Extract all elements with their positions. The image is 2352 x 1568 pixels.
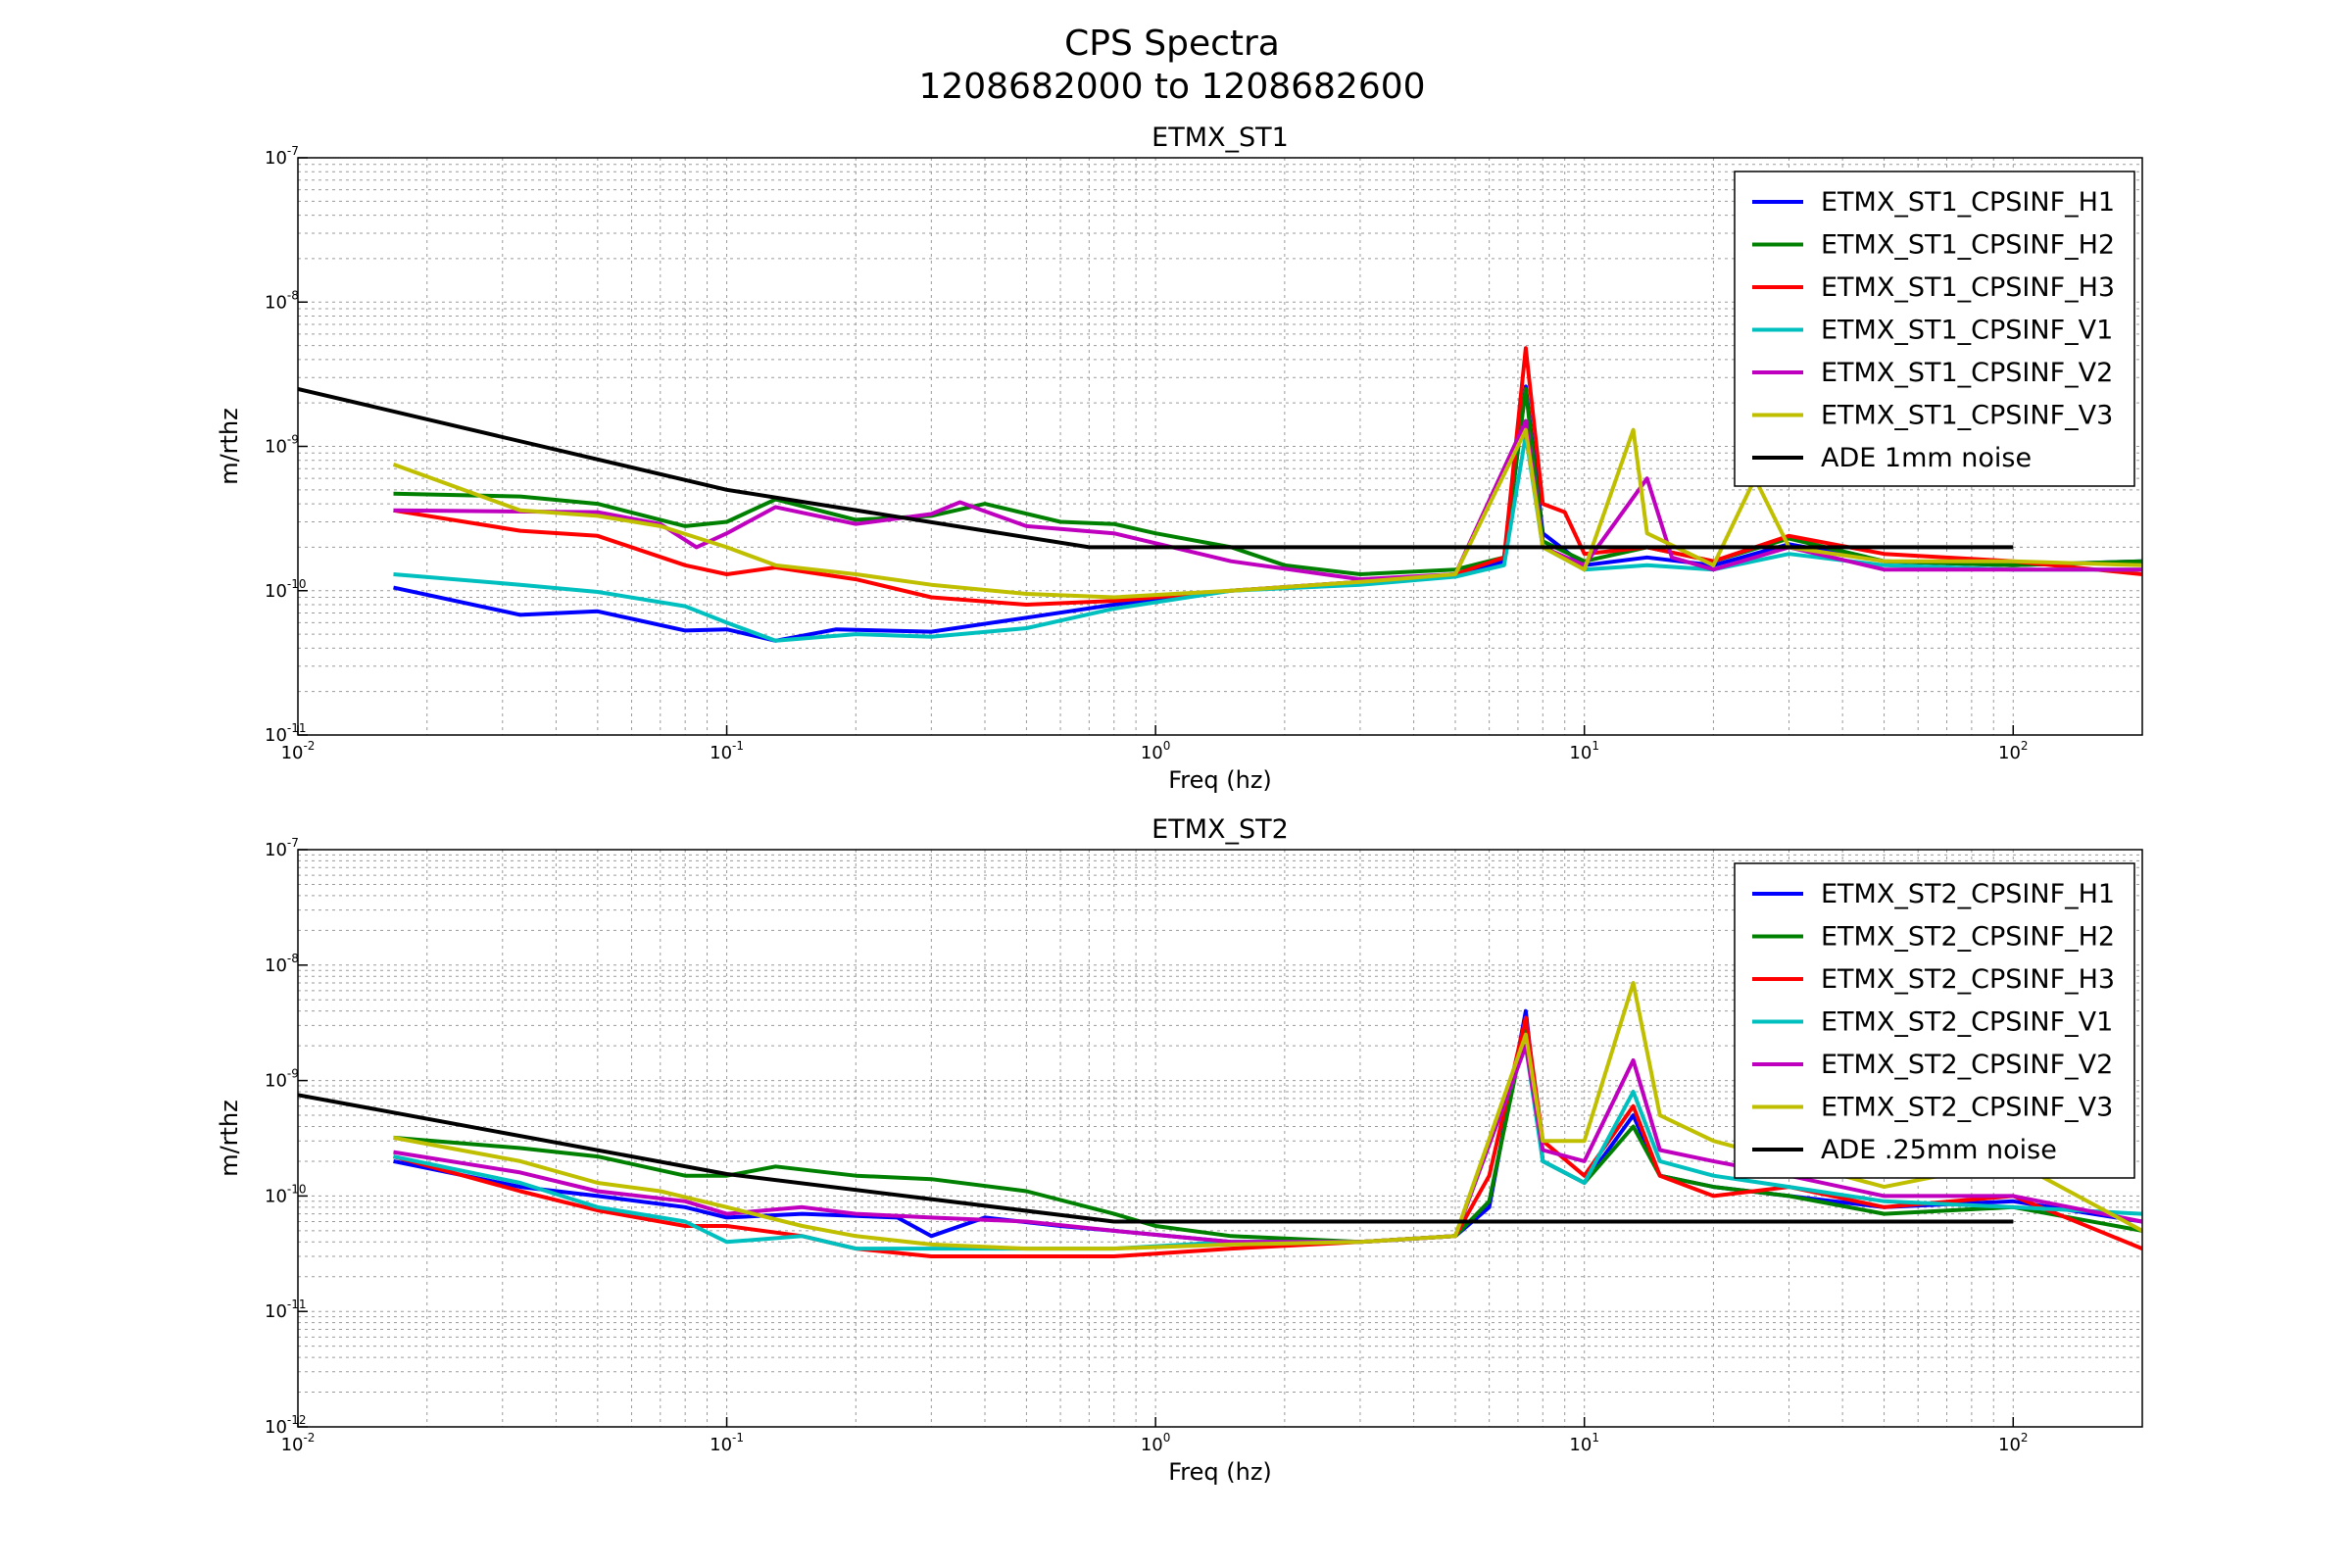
axes-frame [297,849,2143,1428]
x-tick-label: 102 [1998,739,2029,763]
panel-title: ETMX_ST2 [1152,814,1289,845]
figure-title-line1: CPS Spectra [1064,24,1280,64]
series-line-etmx-st1-cpsinf-v2 [393,418,2142,582]
series-line-etmx-st1-cpsinf-v3 [392,427,2142,600]
legend-entry: ETMX_ST1_CPSINF_H1 [1821,187,2115,218]
y-tick-label: 10-9 [265,1067,299,1092]
x-tick-label: 10-1 [710,1431,744,1455]
legend: ETMX_ST2_CPSINF_H1 ETMX_ST2_CPSINF_H2 ETMX… [1734,862,2135,1179]
legend-entry: ETMX_ST2_CPSINF_H2 [1821,922,2115,953]
x-tick-label: 10-2 [281,1431,316,1455]
series-line-ade-1mm-noise [298,386,2014,550]
y-tick-label: 10-9 [265,433,299,458]
series-line-etmx-st1-cpsinf-v1 [393,432,2142,643]
x-axis-label: Freq (hz) [1168,1458,1272,1486]
legend: ETMX_ST1_CPSINF_H1 ETMX_ST1_CPSINF_H2 ETMX… [1734,171,2135,487]
x-tick-label: 100 [1141,739,1171,763]
x-tick-label: 101 [1569,739,1599,763]
series-group [298,346,2142,643]
legend-entry: ETMX_ST2_CPSINF_H1 [1821,879,2115,909]
legend-entry: ETMX_ST2_CPSINF_H3 [1821,964,2115,995]
legend-entry: ETMX_ST2_CPSINF_V2 [1821,1050,2113,1080]
legend-entry: ETMX_ST2_CPSINF_V3 [1821,1093,2113,1123]
x-axis-label: Freq (hz) [1168,766,1272,794]
legend-entry: ETMX_ST1_CPSINF_H2 [1821,230,2115,261]
y-axis-label: m/rthz [216,1100,243,1177]
figure-title-line2: 1208682000 to 1208682600 [918,67,1425,107]
x-tick-label: 101 [1569,1431,1599,1455]
y-tick-label: 10-10 [265,1182,307,1206]
x-tick-label: 100 [1141,1431,1171,1455]
y-axis-label: m/rthz [216,408,243,485]
series-line-ade-25mm-noise [298,1093,2014,1224]
legend-entry: ETMX_ST1_CPSINF_V1 [1821,316,2113,346]
legend-entry: ADE 1mm noise [1821,443,2032,473]
legend-entry: ETMX_ST1_CPSINF_V2 [1821,358,2113,388]
y-tick-label: 10-12 [265,1413,307,1438]
legend-entry: ADE .25mm noise [1821,1135,2057,1165]
legend-entry: ETMX_ST1_CPSINF_H3 [1821,272,2115,303]
y-tick-label: 10-7 [265,836,299,860]
legend-entry: ETMX_ST1_CPSINF_V3 [1821,401,2113,431]
panel-title: ETMX_ST1 [1152,122,1289,153]
x-tick-label: 102 [1998,1431,2029,1455]
y-tick-label: 10-8 [265,952,299,976]
chart-panel-etmx-st2: 10-2 10-1 100 101 10210-1210-1110-1010-910-8… [216,814,2143,1486]
y-tick-label: 10-8 [265,288,299,313]
x-tick-label: 10-1 [710,739,744,763]
legend-entry: ETMX_ST2_CPSINF_V1 [1821,1007,2113,1038]
y-tick-label: 10-7 [265,144,299,169]
